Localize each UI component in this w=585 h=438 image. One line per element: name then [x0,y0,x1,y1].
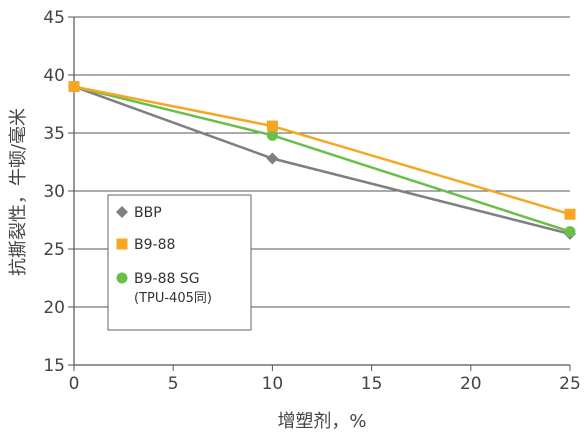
tick-labels: 15 20 25 30 35 40 45 0 5 10 15 20 25 [43,8,580,394]
legend: BBP B9-88 B9-88 SG (TPU-405同) [107,194,252,331]
legend-marker-bbp [116,206,128,218]
data-point-b9-88 [564,208,576,220]
legend-label-b9-88: B9-88 [134,237,175,253]
x-tick-label: 20 [460,374,482,394]
legend-marker-b9-88 [116,238,128,250]
legend-marker-b9-88-sg [116,272,128,284]
x-axis-label: 增塑剂，% [277,411,366,432]
y-tick-label: 20 [43,298,65,318]
y-tick-label: 40 [43,66,65,86]
x-tick-label: 5 [168,374,179,394]
data-point-b9-88-sg [266,129,278,141]
y-tick-label: 30 [43,182,65,202]
series-layer [68,80,576,240]
y-tick-label: 15 [43,356,65,376]
x-tick-label: 10 [262,374,284,394]
y-tick-label: 35 [43,124,65,144]
x-tick-label: 15 [361,374,383,394]
legend-label-bbp: BBP [134,205,162,221]
data-point-b9-88-sg [564,226,576,238]
axes [68,16,571,371]
y-tick-label: 45 [43,8,65,28]
data-point-b9-88 [68,81,80,93]
legend-box [107,194,252,331]
y-axis-label: 抗撕裂性，牛顿/毫米 [8,108,29,276]
legend-sublabel-b9-88-sg: (TPU-405同) [134,291,212,306]
y-tick-label: 25 [43,240,65,260]
legend-label-b9-88-sg: B9-88 SG [134,271,200,287]
x-tick-label: 0 [69,374,80,394]
data-point-b9-88 [266,120,278,132]
x-tick-label: 25 [559,374,581,394]
data-point-bbp [266,152,279,165]
